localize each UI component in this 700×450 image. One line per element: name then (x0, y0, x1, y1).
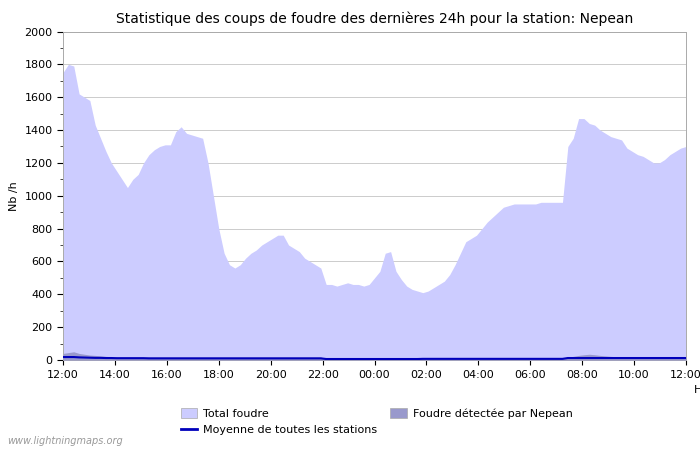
Text: www.lightningmaps.org: www.lightningmaps.org (7, 436, 122, 446)
Y-axis label: Nb /h: Nb /h (9, 181, 19, 211)
Title: Statistique des coups de foudre des dernières 24h pour la station: Nepean: Statistique des coups de foudre des dern… (116, 12, 633, 26)
Legend: Total foudre, Moyenne de toutes les stations, Foudre détectée par Nepean: Total foudre, Moyenne de toutes les stat… (181, 408, 573, 435)
Text: Heure: Heure (694, 385, 700, 395)
